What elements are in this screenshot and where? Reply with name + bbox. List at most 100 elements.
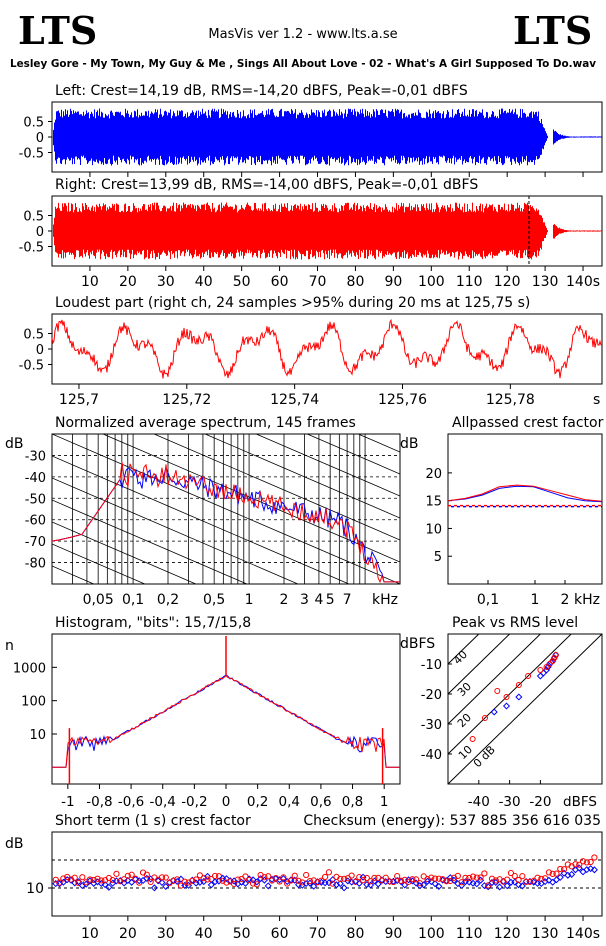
shortterm-right-point — [128, 871, 135, 878]
x-tick-label: -0,2 — [181, 794, 207, 810]
shortterm-right-point — [170, 877, 177, 884]
shortterm-right-point — [295, 877, 302, 884]
shortterm-right-point — [348, 872, 355, 879]
slope-line — [52, 499, 248, 584]
x-tick-label: 7 — [343, 592, 352, 608]
y-tick-label: 0.5 — [23, 116, 44, 131]
peakrms-left-point — [552, 651, 560, 659]
crest-diagonal — [448, 634, 511, 695]
y-tick-label: -0.5 — [19, 359, 44, 374]
y-tick-label: 0 — [36, 225, 44, 240]
shortterm-right-point — [174, 876, 181, 883]
x-tick-label: 90 — [384, 926, 402, 942]
shortterm-right-point — [363, 874, 370, 882]
shortterm-left-point — [336, 880, 344, 888]
shortterm-right-point — [67, 876, 75, 883]
x-tick-label: 0,6 — [310, 794, 331, 810]
shortterm-right-point — [473, 874, 480, 881]
shortterm-right-point — [204, 876, 211, 883]
shortterm-left-point — [253, 878, 261, 886]
shortterm-right-point — [177, 882, 185, 889]
shortterm-left-point — [568, 870, 576, 878]
shortterm-left-point — [503, 882, 511, 890]
shortterm-right-point — [526, 878, 534, 885]
y-tick-label: -20 — [421, 688, 442, 703]
crest-diagonal — [448, 634, 542, 725]
x-tick-label: 125,76 — [378, 392, 427, 408]
x-tick-label: 125,78 — [486, 392, 535, 408]
shortterm-left-point — [484, 883, 492, 891]
spectrum-ylabel: dB — [5, 436, 24, 452]
shortterm-left-point — [533, 879, 542, 887]
peakrms-right-point — [481, 715, 488, 721]
shortterm-right-point — [208, 876, 215, 883]
shortterm-ylabel: dB — [5, 836, 24, 852]
x-tick-label: -30 — [499, 794, 521, 810]
shortterm-right-point — [530, 877, 537, 884]
shortterm-right-point — [424, 875, 431, 883]
shortterm-left-point — [473, 880, 481, 888]
logo-right: LTS — [513, 8, 592, 53]
left-title: Left: Crest=14,19 dB, RMS=-14,20 dBFS, P… — [55, 83, 468, 99]
x-tick-label: 40 — [195, 926, 213, 942]
x-tick-label: 0,5 — [203, 592, 225, 608]
x-tick-label: 130 — [532, 274, 559, 290]
shortterm-left-point — [431, 880, 439, 888]
x-tick-label: -0,8 — [86, 794, 112, 810]
peakrms-right-point — [503, 694, 510, 700]
y-tick-label: 15 — [425, 495, 442, 510]
checksum: Checksum (energy): 537 885 356 616 035 — [303, 813, 601, 829]
peakrms-ylabel: dBFS — [400, 636, 435, 652]
spectrum-panel: -30 -40 -50 -60 -70 -80 0,05 0,1 0,2 0,5 1 2 3 4 5 7 kHz — [25, 433, 401, 804]
x-tick-label: 110 — [456, 926, 483, 942]
histogram-title: Histogram, "bits": 15,7/15,8 — [55, 615, 251, 631]
spectrum-right-series — [51, 462, 400, 584]
x-tick-label: 120 — [494, 926, 521, 942]
allpass-right-series — [447, 484, 603, 502]
shortterm-right-point — [534, 874, 541, 881]
peakrms-left-point — [544, 663, 552, 671]
shortterm-left-point — [420, 881, 428, 889]
shortterm-left-point — [496, 883, 504, 891]
shortterm-right-point — [306, 877, 314, 885]
shortterm-right-point — [193, 876, 200, 883]
y-tick-label: -40 — [25, 471, 46, 486]
y-tick-label: -80 — [25, 557, 46, 572]
shortterm-right-point — [485, 882, 492, 889]
shortterm-right-point — [511, 872, 518, 880]
shortterm-right-point — [234, 876, 241, 883]
shortterm-right-point — [314, 879, 321, 886]
loudest-waveform — [51, 318, 603, 379]
allpass-panel: 20 15 10 5 0,1 1 2 kHz — [425, 433, 603, 608]
shortterm-left-point — [477, 876, 485, 884]
shortterm-right-point — [587, 858, 594, 866]
x-tick-label: dBFS — [563, 794, 597, 810]
shortterm-right-point — [162, 874, 169, 881]
shortterm-right-point — [591, 854, 598, 861]
shortterm-left-point — [158, 878, 166, 887]
x-tick-label: kHz — [574, 592, 600, 608]
x-tick-label: 0,2 — [157, 592, 179, 608]
shortterm-right-point — [492, 877, 499, 884]
slope-line — [52, 654, 400, 804]
x-tick-label: 30 — [157, 926, 175, 942]
shortterm-left-point — [507, 878, 515, 886]
x-tick-label: 10 — [81, 274, 99, 290]
y-tick-label: 0 — [36, 343, 44, 358]
histogram-left-series — [52, 674, 400, 768]
y-tick-label: 20 — [425, 467, 442, 482]
peakrms-left-point — [536, 672, 544, 680]
y-tick-label: -40 — [421, 748, 442, 763]
shortterm-right-point — [576, 861, 583, 868]
x-tick-label: -0,6 — [118, 794, 144, 810]
shortterm-right-point — [504, 876, 511, 883]
shortterm-right-point — [230, 880, 238, 888]
x-tick-label: 60 — [271, 926, 289, 942]
y-tick-label: -10 — [421, 658, 442, 673]
x-tick-label: -0,4 — [150, 794, 176, 810]
shortterm-right-point — [432, 875, 439, 882]
shortterm-right-point — [549, 870, 556, 877]
y-tick-label: 0 — [36, 131, 44, 146]
right-waveform — [53, 202, 602, 260]
